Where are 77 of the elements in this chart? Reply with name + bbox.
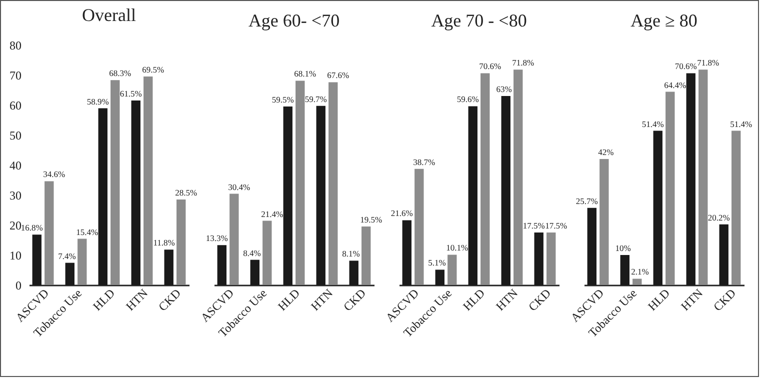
data-label: 30.4% — [228, 182, 250, 192]
data-label: 63% — [496, 84, 512, 94]
bar — [44, 181, 54, 285]
bar — [262, 220, 272, 285]
data-label: 69.5% — [142, 64, 164, 74]
data-label: 17.5% — [545, 220, 568, 230]
bar — [362, 226, 371, 285]
data-label: 10% — [615, 243, 631, 253]
data-label: 42% — [598, 147, 614, 157]
data-label: 61.5% — [120, 88, 142, 98]
chart-title: Age ≥ 80 — [630, 10, 698, 30]
data-label: 28.5% — [175, 188, 198, 198]
data-label: 67.6% — [327, 70, 350, 80]
chart-title: Age 60- <70 — [248, 10, 340, 30]
data-label: 51.4% — [730, 118, 752, 129]
data-label: 10.1% — [446, 242, 468, 253]
y-tick-label: 40 — [10, 158, 22, 172]
y-tick-label: 20 — [10, 218, 22, 232]
data-label: 16.8% — [20, 222, 43, 233]
bar — [632, 278, 642, 285]
bar — [414, 168, 424, 285]
bar — [176, 200, 186, 285]
bar — [546, 232, 556, 285]
y-tick-label: 10 — [10, 248, 22, 262]
bar — [144, 76, 153, 285]
bar — [328, 82, 338, 285]
bar — [296, 80, 305, 285]
x-tick-label: CKD — [526, 286, 554, 314]
y-tick-label: 70 — [10, 68, 22, 82]
bar — [78, 238, 87, 285]
chart-title: Age 70 - <80 — [431, 10, 527, 30]
x-tick-label: CKD — [340, 286, 369, 314]
data-label: 38.7% — [413, 156, 436, 167]
data-label: 19.5% — [360, 214, 382, 224]
x-tick-label: CKD — [710, 286, 739, 314]
y-tick-label: 80 — [10, 38, 22, 52]
bar — [448, 254, 457, 285]
bar — [110, 80, 120, 285]
bar — [698, 70, 708, 285]
bar — [230, 194, 239, 285]
data-label: 21.6% — [390, 208, 413, 218]
data-label: 25.7% — [576, 196, 598, 206]
bar — [732, 130, 741, 285]
data-label: 58.9% — [86, 96, 109, 106]
data-label: 15.4% — [76, 226, 98, 237]
data-label: 20.2% — [708, 212, 730, 222]
data-label: 59.6% — [456, 94, 479, 104]
data-label: 13.3% — [206, 233, 228, 244]
x-tick-label: CKD — [156, 286, 184, 314]
data-label: 71.8% — [697, 58, 720, 68]
data-label: 7.4% — [58, 250, 76, 261]
data-label: 8.1% — [342, 248, 360, 259]
data-label: 51.4% — [642, 118, 664, 129]
data-label: 2.1% — [631, 266, 649, 277]
data-label: 34.6% — [43, 169, 66, 180]
data-label: 64.4% — [664, 80, 686, 90]
data-label: 11.8% — [153, 238, 175, 248]
bar — [480, 73, 490, 285]
data-label: 70.6% — [479, 61, 502, 72]
data-label: 70.6% — [674, 61, 697, 72]
data-label: 71.8% — [512, 58, 534, 68]
data-label: 21.4% — [261, 208, 284, 219]
data-label: 17.5% — [522, 220, 545, 230]
chart-title: Overall — [82, 5, 136, 25]
data-label: 59.7% — [304, 94, 327, 104]
data-label: 5.1% — [428, 258, 446, 268]
data-label: 59.5% — [272, 94, 294, 104]
y-tick-label: 30 — [10, 188, 22, 202]
data-label: 8.4% — [243, 248, 261, 258]
y-tick-label: 50 — [10, 128, 22, 142]
bar — [514, 70, 523, 285]
data-label: 68.3% — [109, 68, 132, 78]
data-label: 68.1% — [294, 68, 316, 79]
y-tick-label: 0 — [16, 278, 22, 292]
bar — [600, 159, 609, 285]
y-tick-label: 60 — [10, 98, 22, 112]
bar — [666, 92, 675, 285]
